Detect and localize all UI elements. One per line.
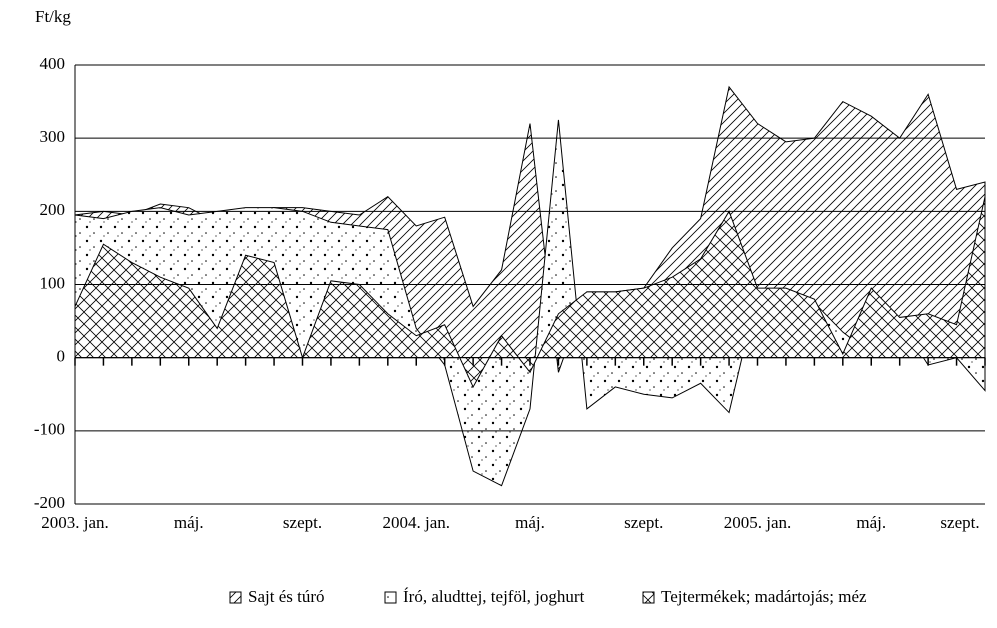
x-tick-label: szept. bbox=[283, 513, 322, 532]
y-tick-label: 300 bbox=[40, 127, 66, 146]
y-tick-label: 0 bbox=[57, 347, 66, 366]
y-tick-label: -100 bbox=[34, 420, 65, 439]
x-tick-label: 2003. jan. bbox=[41, 513, 109, 532]
x-tick-label: szept. bbox=[940, 513, 979, 532]
x-tick-label: 2004. jan. bbox=[382, 513, 450, 532]
y-tick-label: 200 bbox=[40, 200, 66, 219]
legend-swatch bbox=[642, 591, 655, 604]
y-tick-label: 400 bbox=[40, 54, 66, 73]
area bbox=[74, 196, 986, 389]
y-tick-label: 100 bbox=[40, 273, 66, 292]
y-axis-label: Ft/kg bbox=[35, 7, 71, 26]
legend-swatch bbox=[384, 591, 397, 604]
legend-label: Sajt és túró bbox=[248, 587, 325, 606]
x-tick-label: máj. bbox=[515, 513, 545, 532]
x-tick-label: máj. bbox=[856, 513, 886, 532]
y-tick-label: -200 bbox=[34, 493, 65, 512]
x-tick-label: szept. bbox=[624, 513, 663, 532]
legend-label: Író, aludttej, tejföl, joghurt bbox=[403, 587, 585, 606]
x-tick-label: máj. bbox=[174, 513, 204, 532]
x-tick-label: 2005. jan. bbox=[724, 513, 792, 532]
legend-label: Tejtermékek; madártojás; méz bbox=[661, 587, 867, 606]
legend-swatch bbox=[229, 591, 242, 604]
